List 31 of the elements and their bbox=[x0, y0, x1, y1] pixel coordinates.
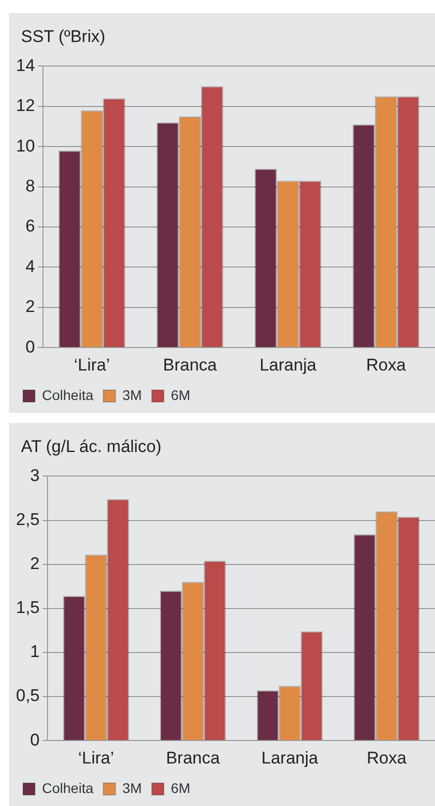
y-tick-label: 0 bbox=[30, 730, 40, 750]
y-tick-label: 6 bbox=[25, 216, 35, 236]
x-tick-label: Laranja bbox=[260, 355, 317, 374]
x-tick-label: ‘Lira’ bbox=[78, 748, 114, 768]
y-tick-label: 1 bbox=[30, 642, 40, 662]
y-tick-label: 12 bbox=[16, 96, 35, 116]
y-tick-label: 2 bbox=[30, 554, 40, 574]
y-tick-label: 0,5 bbox=[16, 686, 40, 706]
chart-title: AT (g/L ác. málico) bbox=[20, 436, 162, 458]
y-tick-label: 8 bbox=[25, 176, 35, 196]
x-tick-label: Branca bbox=[163, 355, 218, 374]
y-tick-label: 2 bbox=[25, 297, 35, 316]
y-tick-label: 14 bbox=[16, 56, 35, 75]
x-tick-label: Roxa bbox=[366, 748, 407, 768]
x-tick-label: Roxa bbox=[366, 355, 406, 374]
y-tick-label: 0 bbox=[25, 337, 35, 356]
x-tick-label: Laranja bbox=[261, 748, 319, 768]
legend-label: Colheita bbox=[42, 386, 94, 403]
y-tick-label: 2,5 bbox=[16, 510, 40, 529]
chart-title: SST (ºBrix) bbox=[20, 26, 106, 48]
y-tick-label: 4 bbox=[25, 256, 35, 276]
x-tick-label: ‘Lira’ bbox=[74, 355, 110, 374]
y-tick-label: 10 bbox=[16, 136, 35, 156]
x-tick-label: Branca bbox=[166, 748, 220, 768]
legend-label: 3M bbox=[122, 386, 142, 403]
legend-label: 6M bbox=[170, 780, 190, 796]
y-tick-label: 1,5 bbox=[16, 598, 40, 618]
legend-label: 6M bbox=[170, 386, 190, 403]
legend-label: 3M bbox=[122, 780, 142, 796]
y-tick-label: 3 bbox=[30, 466, 40, 485]
legend-label: Colheita bbox=[42, 780, 94, 796]
